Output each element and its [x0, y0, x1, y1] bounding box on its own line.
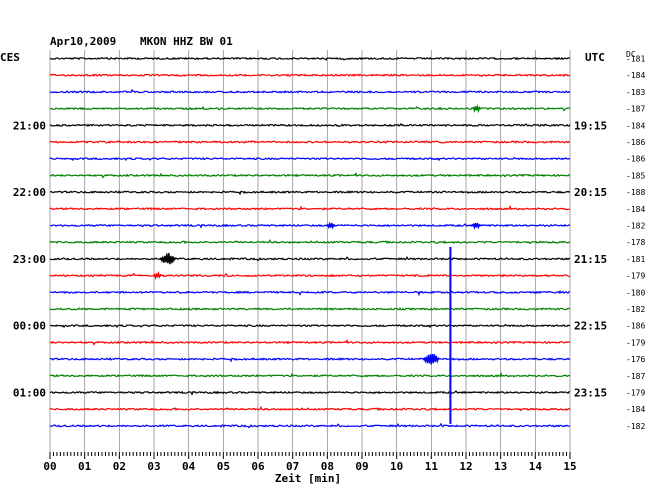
x-axis-title: Zeit [min]	[275, 472, 341, 485]
event-burst	[326, 221, 336, 230]
dc-offset-value: -179	[626, 338, 645, 347]
seismic-trace	[49, 223, 571, 229]
x-tick-label: 03	[147, 460, 160, 473]
time-labels: 21:00 22:00 23:00 00:00 01:00 19:15 20:15 21:15…	[13, 119, 607, 399]
seismic-trace	[49, 156, 571, 162]
event-burst	[153, 270, 162, 280]
dc-offset-value: -184	[626, 205, 645, 214]
x-tick-label: 11	[425, 460, 439, 473]
x-tick-label: 14	[529, 460, 543, 473]
vertical-gridlines	[49, 50, 571, 452]
right-time-label: 22:15	[574, 320, 607, 333]
seismic-trace	[49, 272, 571, 278]
dc-offset-value: -187	[626, 105, 645, 114]
x-tick-label: 08	[321, 460, 334, 473]
dc-offset-value: -183	[626, 88, 645, 97]
dc-offset-labels: -181 -184 -183 -187 -184 -186 -186 -185 -188 -184…	[626, 55, 645, 431]
seismic-trace	[49, 406, 571, 412]
right-time-label: 20:15	[574, 186, 607, 199]
x-axis: 00 01 02 03 04 05 06 07 08 09 10 11 12 13 14 15	[43, 452, 577, 473]
seismic-trace	[49, 122, 571, 128]
seismic-trace	[49, 56, 571, 61]
seismic-trace	[49, 390, 571, 396]
seismic-trace	[49, 172, 571, 179]
event-group	[153, 103, 481, 424]
dc-offset-value: -176	[626, 355, 645, 364]
x-tick-label: 10	[390, 460, 403, 473]
x-tick-label: 05	[217, 460, 230, 473]
dc-offset-value: -182	[626, 222, 645, 231]
x-tick-label: 12	[459, 460, 472, 473]
left-time-label: 22:00	[13, 186, 46, 199]
dc-offset-value: -178	[626, 238, 645, 247]
right-time-label: 21:15	[574, 253, 607, 266]
dc-offset-value: -181	[626, 55, 645, 64]
seismic-trace	[49, 73, 571, 78]
seismic-trace	[49, 357, 571, 363]
dc-offset-value: -187	[626, 372, 645, 381]
dc-offset-value: -182	[626, 305, 645, 314]
dc-offset-value: -180	[626, 288, 645, 297]
event-burst	[471, 222, 481, 231]
event-burst	[422, 353, 440, 365]
seismic-trace	[49, 105, 571, 112]
dc-offset-value: -188	[626, 188, 645, 197]
dc-offset-value: -184	[626, 121, 645, 130]
trace-group	[49, 56, 571, 429]
left-time-label: 21:00	[13, 119, 46, 132]
left-timezone-label: CES	[0, 51, 20, 64]
dc-header-label: DC	[626, 50, 636, 59]
x-tick-label: 02	[113, 460, 126, 473]
dc-offset-value: -181	[626, 255, 645, 264]
seismic-trace	[49, 307, 571, 311]
right-time-label: 23:15	[574, 387, 607, 400]
x-tick-label: 13	[494, 460, 507, 473]
x-tick-label: 15	[563, 460, 576, 473]
dc-offset-value: -179	[626, 389, 645, 398]
seismic-trace	[49, 239, 571, 245]
dc-offset-value: -185	[626, 171, 645, 180]
event-burst	[471, 103, 481, 114]
x-tick-label: 04	[182, 460, 196, 473]
seismic-trace	[49, 422, 571, 429]
left-time-label: 23:00	[13, 253, 46, 266]
dc-offset-value: -182	[626, 422, 645, 431]
seismic-trace	[49, 88, 571, 94]
right-time-label: 19:15	[574, 119, 607, 132]
right-timezone-label: UTC	[585, 51, 605, 64]
x-tick-label: 01	[78, 460, 92, 473]
x-tick-label: 07	[286, 460, 299, 473]
dc-offset-value: -186	[626, 155, 645, 164]
seismic-trace	[49, 339, 571, 346]
seismic-trace	[49, 255, 571, 262]
left-time-label: 01:00	[13, 387, 46, 400]
dc-offset-value: -179	[626, 272, 645, 281]
seismic-trace	[49, 371, 571, 378]
left-time-label: 00:00	[13, 320, 46, 333]
seismic-trace	[49, 190, 571, 196]
header-station: MKON HHZ BW 01	[140, 35, 233, 48]
event-burst	[159, 253, 177, 265]
x-tick-label: 09	[355, 460, 368, 473]
x-tick-label: 00	[43, 460, 56, 473]
seismic-trace	[49, 140, 571, 144]
dc-offset-value: -184	[626, 405, 645, 414]
seismic-trace	[49, 204, 571, 211]
x-tick-label: 06	[251, 460, 265, 473]
dc-offset-value: -186	[626, 138, 645, 147]
seismic-trace	[49, 323, 571, 329]
dc-offset-value: -184	[626, 71, 645, 80]
seismic-trace	[49, 290, 570, 297]
header-date: Apr10,2009	[50, 35, 116, 48]
dc-offset-value: -186	[626, 322, 645, 331]
